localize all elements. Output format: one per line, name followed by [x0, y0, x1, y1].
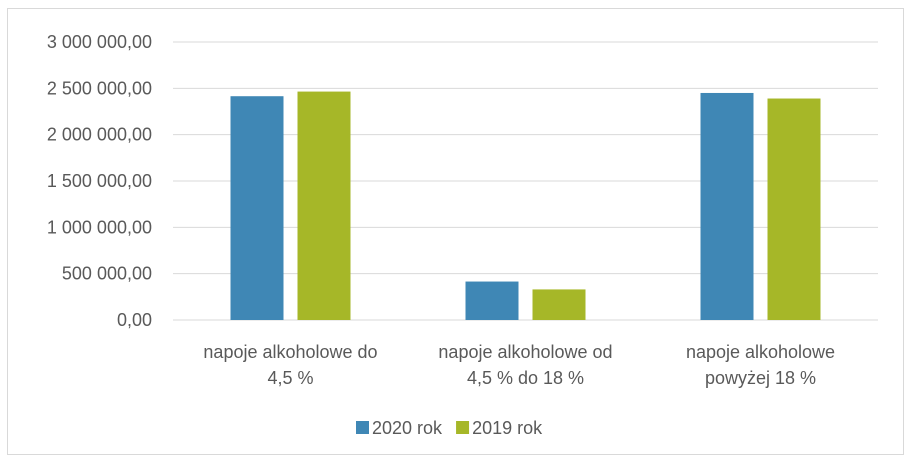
- bar: [230, 96, 284, 321]
- y-tick-label: 1 000 000,00: [47, 217, 152, 237]
- x-tick-label: powyżej 18 %: [705, 368, 816, 388]
- legend-swatch: [456, 421, 470, 434]
- x-tick-label: 4,5 %: [267, 368, 313, 388]
- y-tick-label: 500 000,00: [62, 264, 152, 284]
- bar: [700, 92, 754, 320]
- y-tick-label: 3 000 000,00: [47, 32, 152, 52]
- legend-swatch: [356, 421, 369, 434]
- y-tick-label: 2 000 000,00: [47, 125, 152, 145]
- legend-entry: 2019 rok: [472, 418, 543, 438]
- x-tick-label: 4,5 % do 18 %: [467, 368, 584, 388]
- bar: [767, 98, 821, 320]
- bar: [297, 91, 351, 321]
- x-tick-label: napoje alkoholowe: [686, 342, 835, 362]
- x-tick-label: napoje alkoholowe od: [438, 342, 612, 362]
- chart-frame: [7, 8, 904, 455]
- legend-entry: 2020 rok: [372, 418, 443, 438]
- y-tick-label: 0,00: [117, 310, 152, 330]
- x-tick-label: napoje alkoholowe do: [203, 342, 377, 362]
- y-tick-label: 1 500 000,00: [47, 171, 152, 191]
- y-tick-label: 2 500 000,00: [47, 78, 152, 98]
- bar: [465, 281, 519, 320]
- bar: [532, 289, 586, 320]
